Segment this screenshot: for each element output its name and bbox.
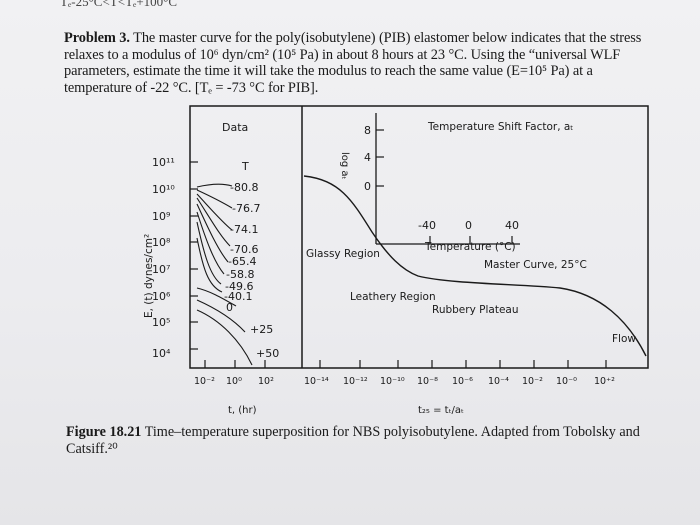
right-x-tick-label: 10⁻¹⁰ bbox=[380, 376, 405, 387]
inset-title: Temperature Shift Factor, aₜ bbox=[427, 121, 573, 133]
left-x-tick-label: 10² bbox=[258, 376, 274, 387]
y-tick-label: 10¹¹ bbox=[152, 156, 175, 169]
right-x-axis-label: t₂₅ = tₜ/aₜ bbox=[418, 405, 464, 416]
shift-factor-inset: 8 4 0 log aₜ -40 0 40 Temperature Shift … bbox=[339, 113, 573, 253]
y-tick-label: 10¹⁰ bbox=[152, 183, 175, 196]
isotherm-curves bbox=[196, 183, 253, 366]
y-tick-label: 10⁹ bbox=[152, 210, 170, 223]
region-label: Glassy Region bbox=[306, 248, 380, 260]
caption-label: Figure 18.21 bbox=[66, 424, 142, 440]
left-x-axis-label: t, (hr) bbox=[228, 405, 257, 416]
left-x-tick-label: 10⁰ bbox=[226, 376, 242, 387]
temperature-label: -58.8 bbox=[226, 268, 254, 281]
y-tick-label: 10⁶ bbox=[152, 290, 171, 303]
y-axis-label: E, (t) dynes/cm² bbox=[143, 234, 155, 318]
y-axis-ticks: 10¹¹ 10¹⁰ 10⁹ 10⁸ 10⁷ 10⁶ 10⁵ 10⁴ bbox=[152, 156, 198, 360]
temperature-label: -65.4 bbox=[228, 255, 256, 268]
temperature-header: T bbox=[241, 160, 249, 173]
right-x-tick-label: 10⁻⁸ bbox=[417, 376, 438, 387]
region-label: Rubbery Plateau bbox=[432, 304, 519, 316]
y-tick-label: 10⁵ bbox=[152, 316, 170, 329]
right-x-tick-label: 10⁻¹⁴ bbox=[304, 376, 329, 387]
temperature-label: +50 bbox=[256, 347, 279, 360]
inset-title-text: Temperature Shift Factor, aₜ bbox=[427, 121, 573, 133]
temperature-label: -70.6 bbox=[230, 243, 258, 256]
temperature-label: -76.7 bbox=[232, 202, 260, 215]
figure-frame bbox=[189, 105, 649, 369]
right-x-tick-label: 10⁻² bbox=[522, 376, 543, 387]
temperature-label: +25 bbox=[250, 323, 273, 336]
right-x-ticks: 10⁻¹⁴ 10⁻¹² 10⁻¹⁰ 10⁻⁸ 10⁻⁶ 10⁻⁴ 10⁻² 10… bbox=[304, 360, 615, 416]
temperature-label: -80.8 bbox=[230, 181, 258, 194]
inset-x-tick-label: -40 bbox=[418, 219, 436, 232]
left-x-ticks: 10⁻² 10⁰ 10² t, (hr) bbox=[194, 360, 274, 416]
inset-y-tick-label: 4 bbox=[364, 151, 371, 164]
right-x-tick-label: 10⁻⁶ bbox=[452, 376, 473, 387]
header-fragment: Tₑ-25°C<T<Tₑ+100°C bbox=[60, 0, 178, 9]
inset-y-axis-label: log aₜ bbox=[339, 152, 350, 180]
master-curve bbox=[303, 175, 647, 357]
y-tick-label: 10⁷ bbox=[152, 263, 170, 276]
region-label: Flow bbox=[612, 333, 636, 345]
inset-y-tick-label: 8 bbox=[364, 124, 371, 137]
inset-x-tick-label: 40 bbox=[505, 219, 519, 232]
problem-label: Problem 3. bbox=[64, 30, 130, 46]
left-panel-title: Data bbox=[222, 121, 248, 134]
y-tick-label: 10⁸ bbox=[152, 236, 171, 249]
temperature-label: -49.6 bbox=[225, 280, 253, 293]
problem-text: The master curve for the poly(isobutylen… bbox=[64, 30, 642, 96]
figure-caption: Figure 18.21 Time–temperature superposit… bbox=[66, 424, 666, 458]
left-x-tick-label: 10⁻² bbox=[194, 376, 215, 387]
caption-text: Time–temperature superposition for NBS p… bbox=[66, 424, 640, 457]
temperature-labels: T -80.8 -76.7 -74.1 -70.6 -65.4 -58.8 -4… bbox=[224, 160, 279, 360]
inset-x-axis-label: Temperature (°C) bbox=[424, 241, 516, 253]
region-label: Leathery Region bbox=[350, 291, 436, 303]
right-x-tick-label: 10⁻¹² bbox=[343, 376, 368, 387]
inset-x-tick-label: 0 bbox=[465, 219, 472, 232]
temperature-label: -74.1 bbox=[230, 223, 258, 236]
master-curve-label: Master Curve, 25°C bbox=[484, 259, 587, 271]
inset-y-tick-label: 0 bbox=[364, 180, 371, 193]
y-tick-label: 10⁴ bbox=[152, 347, 171, 360]
right-x-tick-label: 10⁻⁴ bbox=[488, 376, 509, 387]
temperature-label: 0 bbox=[226, 301, 233, 314]
problem-statement: Problem 3. The master curve for the poly… bbox=[64, 30, 649, 96]
right-x-tick-label: 10⁻⁰ bbox=[556, 376, 577, 387]
right-x-tick-label: 10⁺² bbox=[594, 376, 615, 387]
temperature-label: -40.1 bbox=[224, 290, 252, 303]
